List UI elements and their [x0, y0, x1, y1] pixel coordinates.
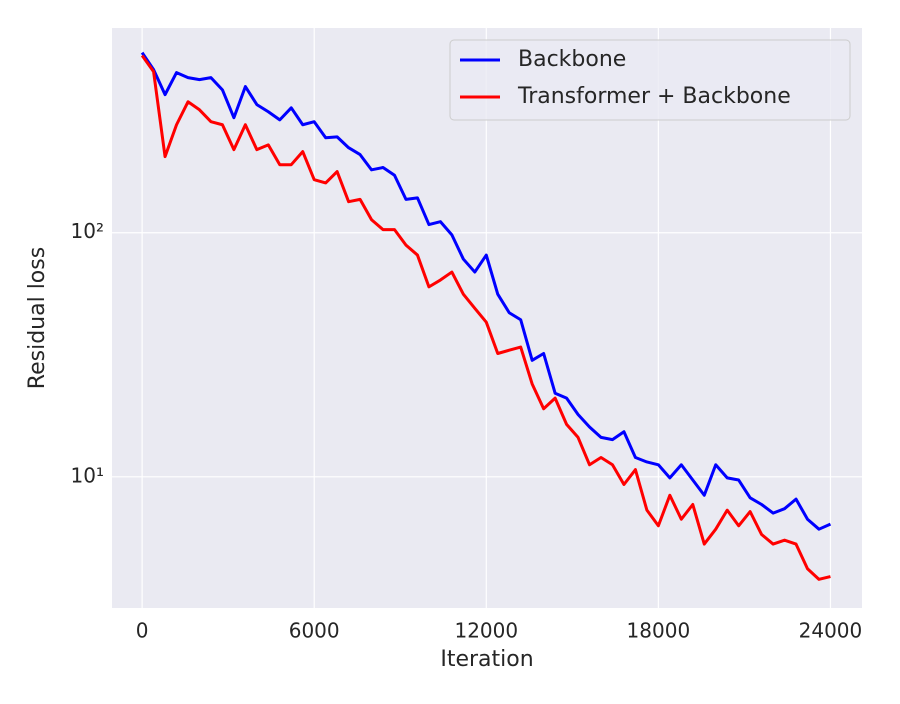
- legend-label: Backbone: [518, 47, 626, 72]
- legend-label: Transformer + Backbone: [517, 84, 791, 109]
- line: [140, 51, 832, 531]
- x-tick-label: 0: [136, 619, 149, 643]
- x-axis-label: Iteration: [440, 647, 533, 672]
- x-tick-label: 6000: [289, 619, 340, 643]
- plot-area: [112, 28, 862, 608]
- line: [140, 54, 831, 581]
- x-tick-label: 12000: [454, 619, 518, 643]
- legend-box: [449, 39, 851, 121]
- x-tick-label: 18000: [627, 619, 691, 643]
- y-tick-label: 10¹: [71, 463, 104, 487]
- y-tick-label: 10²: [71, 219, 104, 243]
- y-axis-label: Residual loss: [25, 247, 50, 389]
- x-tick-label: 24000: [799, 619, 863, 643]
